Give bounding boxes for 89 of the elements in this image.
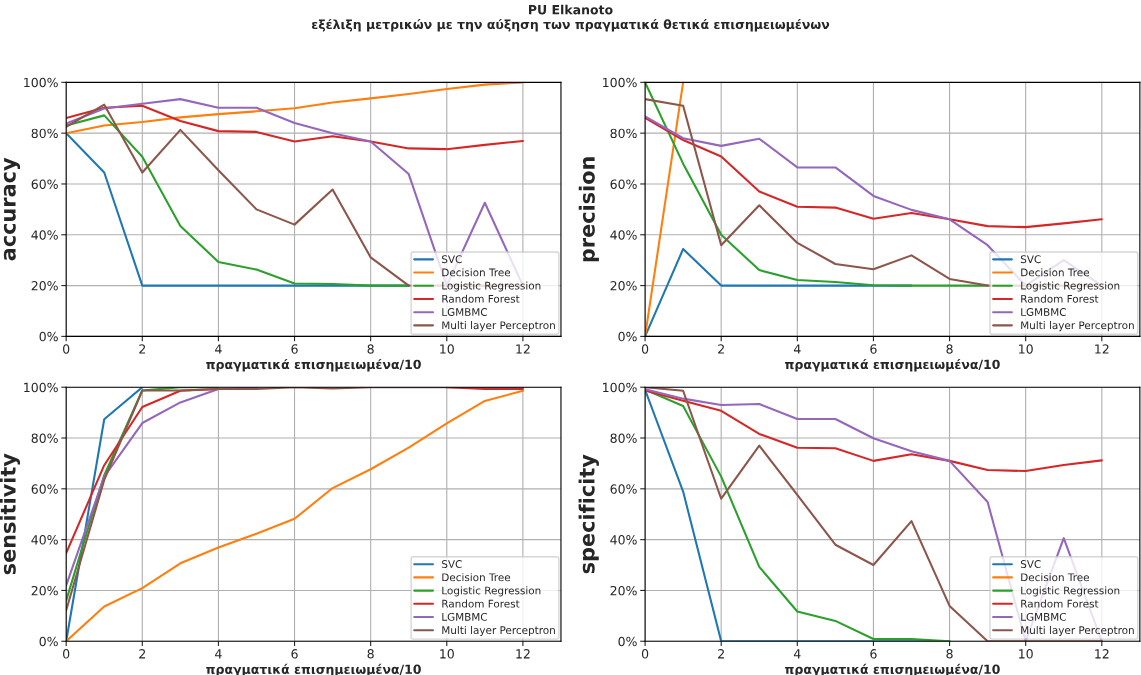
- legend-label: Decision Tree: [1021, 573, 1090, 582]
- x-tick-label: 10: [1019, 649, 1033, 659]
- y-tick-label: 40%: [610, 230, 637, 240]
- line-series: [645, 116, 1103, 229]
- x-tick-label: 10: [440, 344, 454, 354]
- y-axis-title: specificity: [578, 454, 599, 574]
- x-tick-label: 8: [946, 649, 953, 659]
- x-tick-label: 6: [870, 344, 877, 354]
- y-tick-label: 80%: [31, 433, 58, 443]
- y-tick-label: 60%: [31, 484, 58, 494]
- y-tick-label: 40%: [31, 230, 58, 240]
- legend-label: Random Forest: [1021, 294, 1099, 303]
- legend-label: Random Forest: [1021, 599, 1099, 608]
- x-tick-label: 0: [63, 649, 70, 659]
- legend-label: Random Forest: [442, 599, 520, 608]
- legend-label: LGMBMC: [1021, 308, 1066, 316]
- x-tick-label: 8: [367, 344, 374, 354]
- x-tick-label: 8: [367, 649, 374, 659]
- x-tick-label: 10: [1019, 344, 1033, 354]
- legend-label: Multi layer Perceptron: [1021, 321, 1134, 332]
- legend-label: Multi layer Perceptron: [442, 321, 555, 332]
- x-tick-label: 2: [718, 344, 724, 354]
- legend-label: Logistic Regression: [442, 586, 541, 597]
- x-tick-label: 12: [1095, 649, 1109, 659]
- x-tick-label: 4: [793, 649, 801, 659]
- x-tick-label: 12: [516, 649, 530, 659]
- line-series: [66, 82, 524, 135]
- y-tick-label: 20%: [610, 281, 637, 291]
- x-tick-label: 0: [641, 344, 649, 354]
- x-axis-title: πραγματικά επισημειωμένα/10: [785, 358, 1000, 372]
- y-tick-label: 20%: [31, 281, 58, 291]
- x-tick-label: 2: [139, 649, 146, 659]
- y-tick-label: 100%: [603, 382, 637, 393]
- y-tick-label: 60%: [610, 484, 637, 494]
- legend-label: LGMBMC: [442, 612, 488, 621]
- legend-label: SVC: [1020, 255, 1041, 264]
- x-tick-label: 8: [946, 344, 953, 354]
- x-tick-label: 4: [215, 649, 222, 659]
- x-tick-label: 12: [516, 344, 530, 354]
- y-tick-label: 80%: [610, 433, 637, 443]
- y-tick-label: 100%: [24, 77, 58, 88]
- x-axis-title: πραγματικά επισημειωμένα/10: [206, 358, 421, 372]
- y-tick-label: 20%: [31, 585, 58, 596]
- y-tick-label: 0%: [39, 636, 58, 647]
- legend-label: Logistic Regression: [1021, 586, 1120, 597]
- legend-label: SVC: [1020, 560, 1041, 568]
- x-tick-label: 6: [291, 344, 298, 354]
- legend-label: LGMBMC: [1021, 612, 1066, 621]
- chart-subtitle: εξέλιξη μετρικών με την αύξηση των πραγματικά θετικά επισημειωμένων: [311, 18, 830, 32]
- y-tick-label: 20%: [610, 585, 637, 596]
- legend-label: Decision Tree: [442, 573, 511, 582]
- legend-label: Decision Tree: [1021, 268, 1090, 277]
- x-tick-label: 10: [440, 649, 454, 659]
- y-tick-label: 40%: [31, 535, 58, 545]
- legend-label: Decision Tree: [442, 268, 511, 277]
- y-tick-label: 80%: [31, 128, 58, 139]
- legend-label: Logistic Regression: [1021, 281, 1120, 292]
- y-tick-label: 60%: [31, 179, 58, 189]
- x-tick-label: 6: [870, 649, 877, 659]
- line-series: [645, 82, 989, 287]
- x-tick-label: 12: [1095, 344, 1109, 354]
- y-tick-label: 100%: [24, 382, 58, 393]
- legend-label: Logistic Regression: [442, 281, 541, 292]
- x-tick-label: 4: [793, 344, 801, 354]
- y-axis-title: sensitivity: [0, 453, 21, 575]
- y-tick-label: 0%: [618, 331, 637, 342]
- legend-label: Random Forest: [442, 294, 520, 303]
- x-tick-label: 6: [291, 649, 298, 659]
- legend-label: LGMBMC: [442, 308, 488, 316]
- y-axis-title: accuracy: [3, 157, 21, 261]
- y-tick-label: 60%: [610, 179, 637, 189]
- y-tick-label: 80%: [610, 128, 637, 139]
- y-tick-label: 40%: [610, 535, 637, 545]
- line-series: [66, 104, 524, 151]
- legend-label: Multi layer Perceptron: [442, 625, 555, 637]
- x-tick-label: 0: [63, 344, 70, 354]
- y-axis-title: precision: [578, 157, 599, 262]
- legend-label: Multi layer Perceptron: [1021, 625, 1134, 637]
- legend-label: SVC: [442, 255, 462, 264]
- y-tick-label: 0%: [39, 331, 58, 342]
- legend-label: SVC: [442, 560, 462, 568]
- y-tick-label: 100%: [603, 77, 637, 88]
- chart-title: PU Elkanoto: [529, 4, 613, 15]
- x-tick-label: 4: [215, 344, 222, 354]
- line-series: [645, 389, 1103, 473]
- y-tick-label: 0%: [618, 636, 637, 647]
- x-tick-label: 0: [641, 649, 649, 659]
- x-tick-label: 2: [139, 344, 146, 354]
- x-tick-label: 2: [718, 649, 724, 659]
